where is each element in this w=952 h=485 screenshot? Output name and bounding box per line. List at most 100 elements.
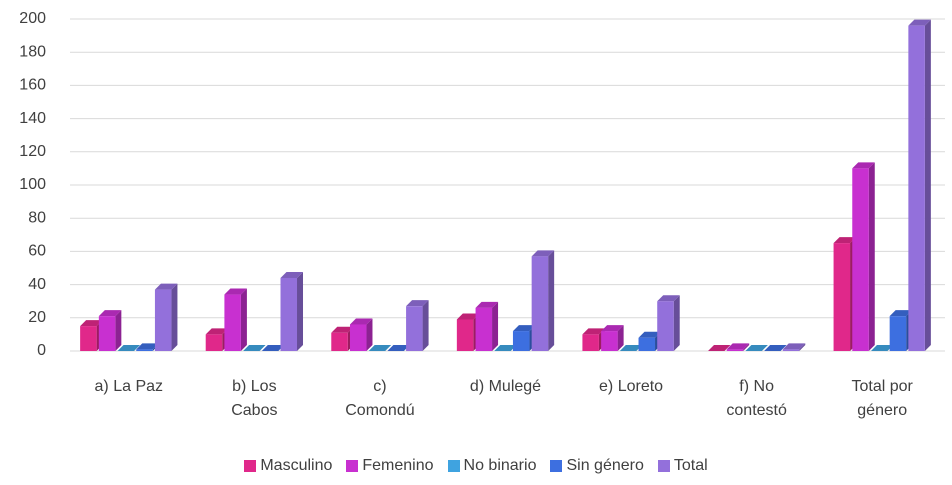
bar-top bbox=[601, 325, 624, 332]
bar-top bbox=[833, 237, 857, 244]
bar-top bbox=[512, 325, 536, 332]
bar-top bbox=[764, 345, 787, 351]
y-tick-label: 40 bbox=[28, 276, 46, 293]
bar-top bbox=[707, 345, 731, 351]
bar-front bbox=[531, 256, 549, 351]
bar-top bbox=[387, 345, 410, 351]
bar-top bbox=[619, 345, 643, 351]
bar bbox=[224, 288, 247, 351]
legend-label: Masculino bbox=[260, 457, 333, 474]
bar-side bbox=[743, 343, 750, 351]
bar bbox=[601, 325, 624, 351]
bar bbox=[406, 300, 429, 351]
bar bbox=[154, 283, 178, 351]
bar-top bbox=[531, 250, 555, 257]
y-tick-label: 60 bbox=[28, 243, 46, 260]
bar-front bbox=[889, 316, 907, 351]
bar-side bbox=[924, 19, 931, 351]
bar bbox=[764, 345, 787, 351]
bar bbox=[349, 318, 373, 351]
bar bbox=[870, 345, 894, 351]
y-tick-label: 100 bbox=[19, 176, 46, 193]
bar-top bbox=[406, 300, 429, 307]
bar-top bbox=[852, 162, 875, 169]
bar-side bbox=[492, 301, 499, 351]
bar bbox=[619, 345, 643, 351]
bar-front bbox=[638, 337, 656, 351]
bar-top bbox=[870, 345, 894, 351]
legend-swatch bbox=[657, 460, 670, 472]
y-tick-label: 140 bbox=[19, 110, 46, 127]
bar bbox=[475, 301, 499, 351]
legend-item: No binario bbox=[447, 457, 537, 475]
bar-front bbox=[582, 334, 599, 351]
legend-item: Femenino bbox=[346, 457, 434, 475]
bar-top bbox=[456, 313, 480, 320]
bar-top bbox=[243, 345, 266, 351]
x-tick-label: b) Los Cabos bbox=[231, 378, 278, 419]
bar-top bbox=[475, 301, 499, 308]
legend-swatch bbox=[346, 460, 359, 472]
legend-label: Sin género bbox=[566, 457, 644, 474]
bar bbox=[494, 345, 517, 351]
x-tick-label: a) La Paz bbox=[94, 378, 164, 395]
legend: Masculino Femenino No binario Sin género Tot… bbox=[0, 457, 952, 475]
legend-label: Total bbox=[673, 457, 708, 474]
bar-front bbox=[908, 25, 925, 351]
bar-top bbox=[582, 328, 605, 335]
x-tick-label: Total por género bbox=[851, 378, 913, 419]
x-tick-label: e) Loreto bbox=[599, 378, 664, 395]
bar-top bbox=[657, 295, 680, 302]
legend-swatch bbox=[447, 460, 460, 472]
bar-front bbox=[331, 332, 348, 351]
bar-side bbox=[297, 271, 304, 351]
bar-top bbox=[80, 320, 103, 327]
bar bbox=[261, 345, 285, 351]
bar-side bbox=[422, 300, 429, 351]
bar-top bbox=[726, 343, 750, 350]
bar bbox=[582, 328, 605, 351]
y-tick-label: 200 bbox=[19, 10, 46, 27]
legend-item: Masculino bbox=[244, 457, 332, 475]
bar-top bbox=[889, 310, 913, 317]
bar-side bbox=[366, 318, 373, 351]
bar-front bbox=[136, 349, 153, 351]
legend-swatch bbox=[244, 460, 257, 472]
bar-front bbox=[601, 331, 618, 351]
bar bbox=[908, 19, 931, 351]
bar-top bbox=[136, 343, 159, 350]
legend-label: No binario bbox=[463, 457, 537, 474]
legend-label: Femenino bbox=[362, 457, 434, 474]
x-tick-label: c) Comondú bbox=[345, 378, 415, 419]
bar-front bbox=[349, 324, 367, 351]
bar bbox=[280, 271, 304, 351]
bar-side bbox=[673, 295, 680, 351]
bar bbox=[243, 345, 266, 351]
bar-front bbox=[657, 301, 674, 351]
y-tick-label: 180 bbox=[19, 43, 46, 60]
bar-top bbox=[117, 345, 141, 351]
bar-front bbox=[782, 349, 800, 351]
bar-side bbox=[171, 283, 178, 351]
bar bbox=[657, 295, 680, 351]
legend-swatch bbox=[550, 460, 563, 472]
bar bbox=[707, 345, 731, 351]
bar-side bbox=[240, 288, 247, 351]
bar-front bbox=[852, 168, 869, 351]
bar-top bbox=[908, 19, 931, 26]
bar bbox=[852, 162, 875, 351]
bar-top bbox=[280, 271, 304, 278]
bar-top bbox=[98, 310, 122, 317]
bar bbox=[368, 345, 392, 351]
y-tick-label: 20 bbox=[28, 309, 46, 326]
bar-front bbox=[406, 306, 423, 351]
bar-top bbox=[205, 328, 229, 335]
bar-top bbox=[261, 345, 285, 351]
bar-side bbox=[115, 310, 122, 351]
bar-front bbox=[98, 316, 116, 351]
bar-top bbox=[638, 331, 662, 338]
y-tick-label: 160 bbox=[19, 77, 46, 94]
bar-front bbox=[475, 307, 493, 351]
bar-side bbox=[799, 343, 806, 351]
